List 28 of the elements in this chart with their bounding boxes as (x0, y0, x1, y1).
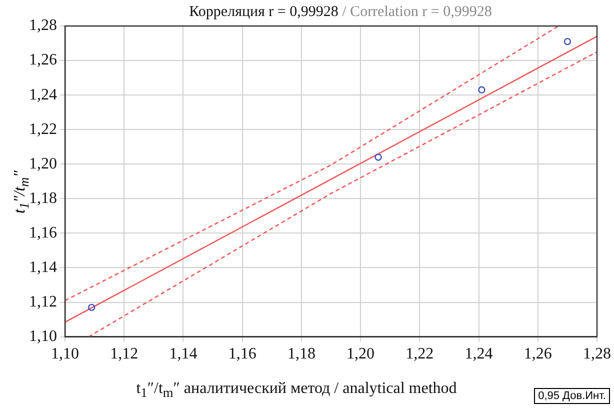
point (374, 154, 382, 161)
y-tick-label: 1,18 (29, 190, 57, 207)
x-axis-title: t$_{1}$″/t$_{m}$″ аналитический метод / analytical method (136, 380, 457, 400)
y-tick-label: 1,14 (29, 258, 57, 276)
y-tick-label: 1,16 (29, 224, 57, 242)
x-tick-label: 1,18 (287, 346, 316, 363)
y-tick-label: 1,26 (29, 52, 57, 69)
y-tick-label: 1,20 (29, 155, 57, 172)
point (564, 38, 572, 46)
chart-title: Корреляция r = 0,99928 (189, 4, 338, 20)
y-tick-label: 1,22 (29, 120, 57, 138)
x-tick-label: 1,20 (346, 346, 375, 363)
y-tick-label: 1,10 (29, 328, 57, 346)
chart-subtitle: / Correlation r = 0,99928 (342, 4, 492, 20)
y-tick-label: 1,28 (29, 17, 57, 34)
point (478, 86, 486, 94)
x-tick-label: 1,10 (51, 346, 79, 363)
x-tick-label: 1,22 (406, 346, 434, 363)
x-tick-label: 1,16 (228, 346, 256, 363)
x-tick-label: 1,12 (110, 346, 138, 363)
x-tick-label: 1,24 (464, 346, 493, 363)
x-tick-label: 1,14 (169, 346, 198, 363)
x-tick-label: 1,28 (583, 346, 611, 363)
y-tick-label: 1,24 (29, 86, 57, 104)
y-tick-label: 1,12 (29, 293, 57, 310)
x-tick-label: 1,26 (524, 346, 552, 363)
text: 0,95 Дов.Инт. (534, 388, 610, 404)
point (88, 304, 96, 312)
